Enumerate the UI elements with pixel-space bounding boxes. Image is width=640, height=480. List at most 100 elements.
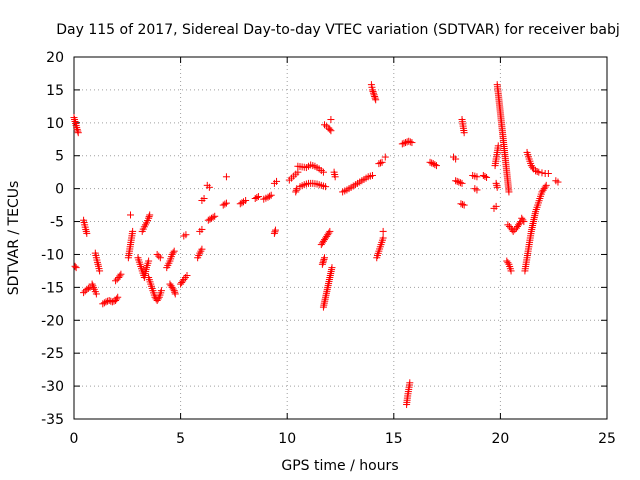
x-tick-label: 5 xyxy=(176,431,185,447)
data-point xyxy=(209,213,217,221)
data-point xyxy=(460,201,468,209)
data-point xyxy=(100,299,108,307)
data-point xyxy=(507,267,515,275)
data-point xyxy=(331,173,339,181)
data-point xyxy=(370,91,378,99)
data-point xyxy=(145,213,153,221)
data-point xyxy=(519,216,527,224)
data-point xyxy=(319,168,327,176)
data-point xyxy=(481,172,489,180)
data-point xyxy=(402,139,410,147)
data-point xyxy=(453,177,461,185)
data-point xyxy=(73,125,81,133)
data-point xyxy=(253,194,261,202)
data-point xyxy=(89,282,97,290)
y-tick-label: -25 xyxy=(41,346,64,362)
data-point xyxy=(368,86,376,94)
data-point xyxy=(460,129,468,137)
data-point xyxy=(238,199,246,207)
y-tick-label: -35 xyxy=(41,412,64,428)
data-point xyxy=(83,229,91,237)
data-point xyxy=(405,137,413,145)
data-point xyxy=(376,159,384,167)
data-point xyxy=(504,221,512,229)
data-point xyxy=(113,295,121,303)
data-point xyxy=(378,158,386,166)
y-tick-label: 0 xyxy=(55,182,64,198)
data-point xyxy=(457,200,465,208)
data-point xyxy=(88,280,96,288)
data-point xyxy=(74,127,82,135)
data-point xyxy=(528,163,536,171)
data-point xyxy=(292,188,300,196)
data-point xyxy=(492,202,500,210)
data-point xyxy=(398,140,406,148)
data-point xyxy=(271,228,279,236)
data-point xyxy=(505,188,513,196)
data-point xyxy=(74,129,82,137)
data-point xyxy=(170,247,178,255)
data-point xyxy=(368,171,376,179)
data-point xyxy=(273,177,281,185)
data-point xyxy=(72,264,80,272)
data-point xyxy=(370,89,378,97)
data-point xyxy=(320,255,328,263)
y-tick-label: 15 xyxy=(46,83,64,99)
data-point xyxy=(371,92,379,100)
data-point xyxy=(254,193,262,201)
plot-frame xyxy=(73,56,608,420)
data-point xyxy=(538,169,546,177)
x-tick-label: 0 xyxy=(70,431,79,447)
data-point xyxy=(455,178,463,186)
data-point xyxy=(126,211,134,219)
data-point xyxy=(494,142,502,150)
data-point xyxy=(90,284,98,292)
data-point xyxy=(198,245,206,253)
data-point xyxy=(473,173,481,181)
data-point xyxy=(319,257,327,265)
data-point xyxy=(379,227,387,235)
y-tick-label: -10 xyxy=(41,247,64,263)
data-point xyxy=(169,249,177,257)
data-point xyxy=(326,227,334,235)
data-point xyxy=(211,212,219,220)
data-point xyxy=(532,167,540,175)
data-point xyxy=(105,297,113,305)
data-point xyxy=(327,116,335,124)
data-point xyxy=(544,169,552,177)
data-point xyxy=(116,272,124,280)
y-tick-label: -30 xyxy=(41,379,64,395)
data-point xyxy=(157,287,165,295)
data-point xyxy=(504,259,512,267)
data-point xyxy=(379,234,387,242)
x-tick-label: 25 xyxy=(598,431,616,447)
data-point xyxy=(242,196,250,204)
data-point xyxy=(145,214,153,222)
data-point xyxy=(458,179,466,187)
data-point xyxy=(294,168,302,176)
data-point xyxy=(542,181,550,189)
data-point xyxy=(535,168,543,176)
data-point xyxy=(102,298,110,306)
data-point xyxy=(221,200,229,208)
data-point xyxy=(516,219,524,227)
data-point xyxy=(145,257,153,265)
x-axis-label: GPS time / hours xyxy=(281,458,398,474)
data-point xyxy=(509,227,517,235)
y-tick-label: -15 xyxy=(41,280,64,296)
data-point xyxy=(84,284,92,292)
data-point xyxy=(292,186,300,194)
data-point xyxy=(170,287,178,295)
data-point xyxy=(156,254,164,262)
data-point xyxy=(541,183,549,191)
data-point xyxy=(432,162,440,170)
data-point xyxy=(112,277,120,285)
data-point xyxy=(483,173,491,181)
y-tick-label: 10 xyxy=(46,116,64,132)
data-point xyxy=(533,168,541,176)
data-point xyxy=(426,158,434,166)
data-point xyxy=(222,173,230,181)
data-point xyxy=(452,177,460,185)
data-point xyxy=(406,379,414,387)
data-point xyxy=(327,127,335,135)
